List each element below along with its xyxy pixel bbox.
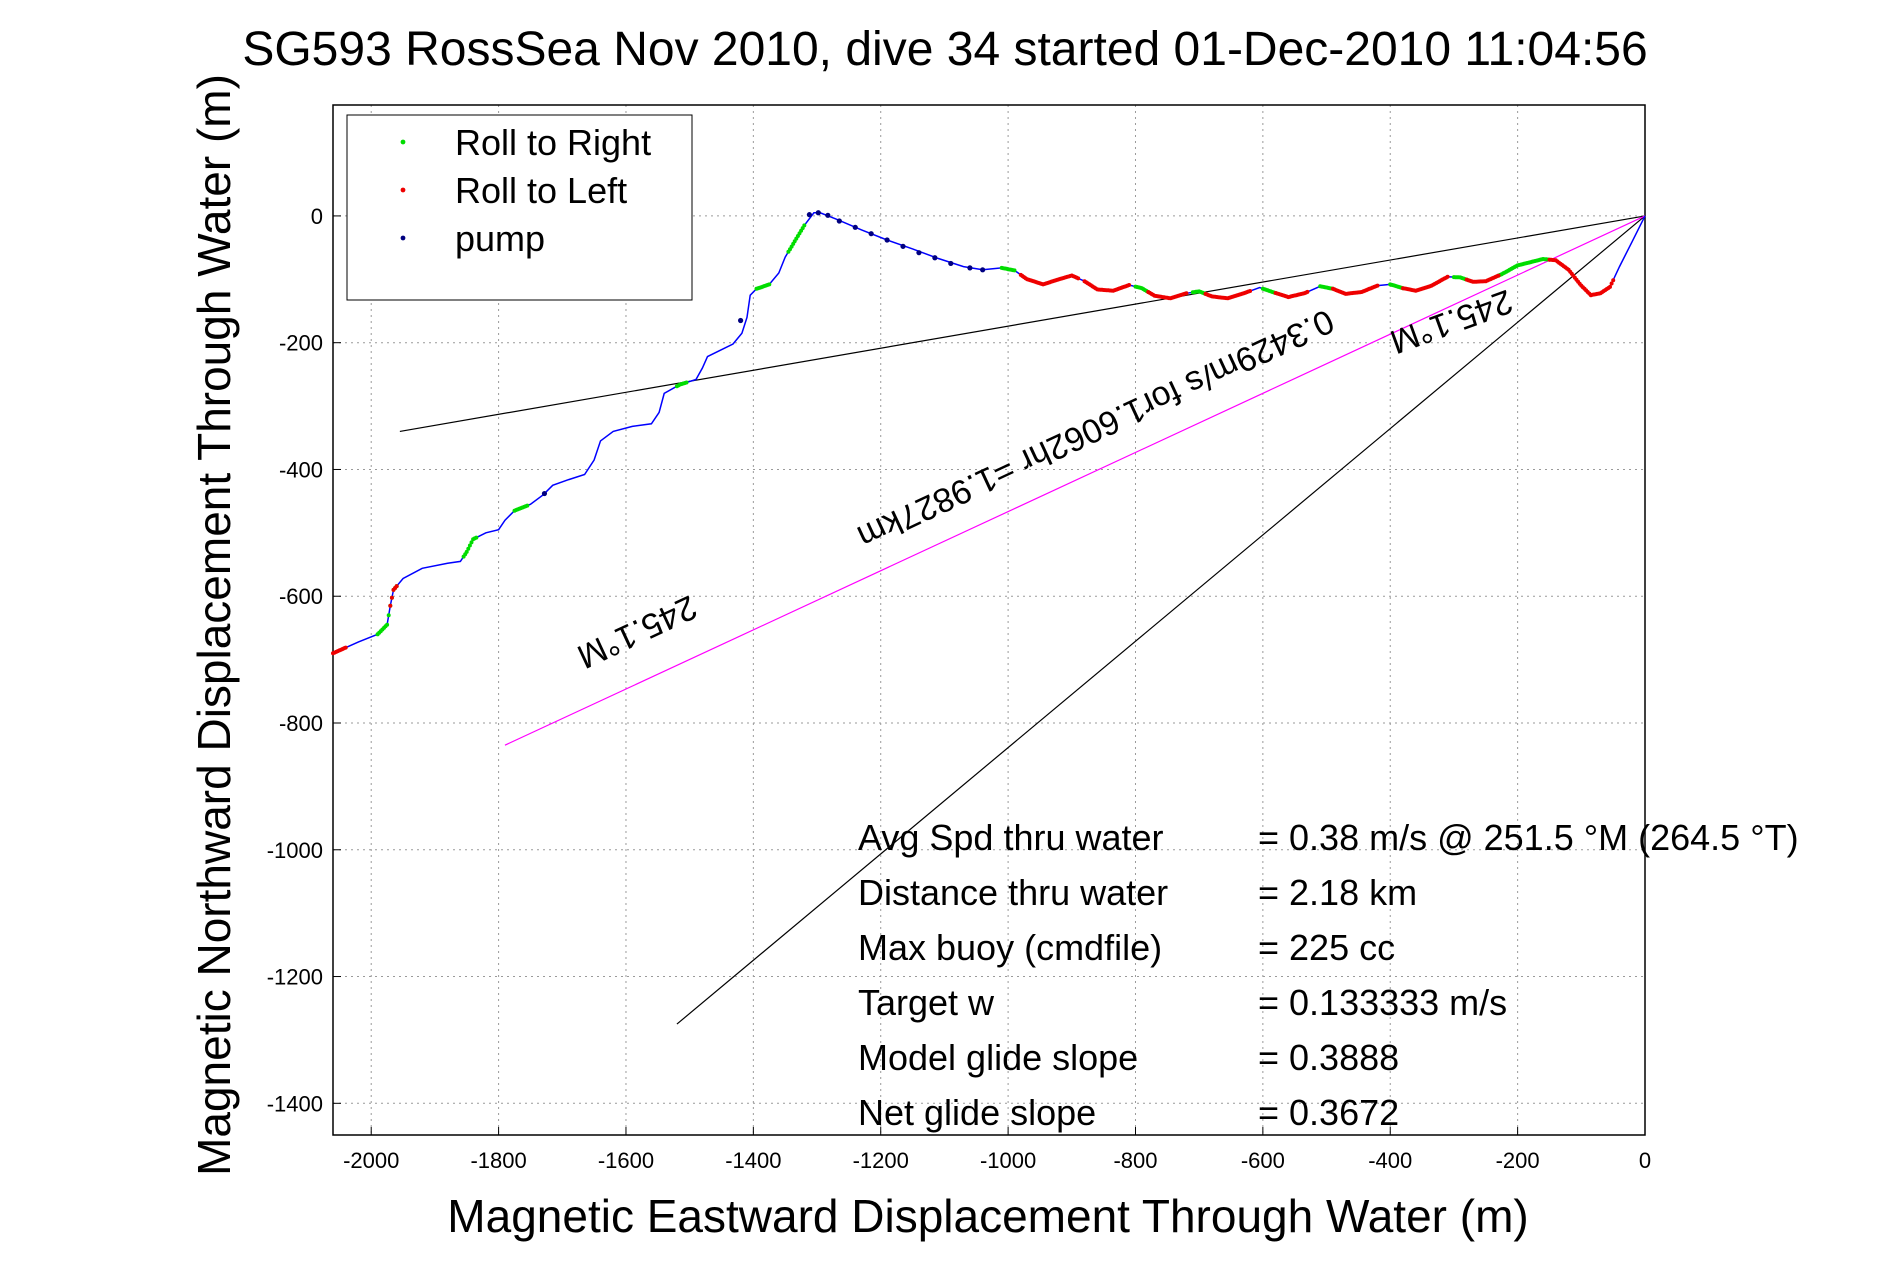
pump-marker (980, 267, 986, 273)
stat-value: = 225 cc (1258, 927, 1395, 968)
pump-marker (852, 224, 858, 230)
pump-marker (932, 255, 938, 261)
black-line-2 (676, 215, 1646, 1025)
legend: Roll to Right Roll to Left pump (346, 114, 693, 301)
x-tick-label: -600 (1241, 1148, 1285, 1173)
roll-right-marker (385, 622, 390, 627)
roll-left-marker (1305, 289, 1310, 294)
x-tick-labels: -2000 -1800 -1600 -1400 -1200 -1000 -800 -600 -4… (343, 1148, 1651, 1173)
pump-marker (967, 265, 973, 271)
stat-value: = 0.3888 (1258, 1037, 1399, 1078)
roll-left-marker (1076, 276, 1081, 281)
roll-left-marker (1445, 274, 1450, 279)
roll-right-marker (386, 613, 391, 618)
x-tick-label: -1400 (725, 1148, 781, 1173)
reference-lines (399, 215, 1646, 1025)
stat-label: Model glide slope (858, 1037, 1138, 1078)
pump-marker (738, 317, 744, 324)
y-tick-label: -1000 (267, 838, 323, 863)
roll-left-marker (1248, 289, 1253, 293)
pump-marker (868, 231, 874, 237)
pump-marker (825, 212, 831, 218)
stats-block: Avg Spd thru water = 0.38 m/s @ 251.5 °M … (858, 817, 1799, 1133)
roll-right-marker (802, 223, 807, 228)
x-tick-label: -400 (1368, 1148, 1412, 1173)
x-tick-label: -1800 (470, 1148, 526, 1173)
roll-left-marker (394, 584, 399, 589)
chart-title: SG593 RossSea Nov 2010, dive 34 started … (242, 23, 1647, 76)
roll-left-marker (1496, 273, 1501, 278)
roll-left-marker (1608, 284, 1612, 289)
black-line-1 (399, 215, 1646, 433)
stat-label: Target w (858, 982, 995, 1023)
x-tick-label: -1600 (598, 1148, 654, 1173)
roll-right-marker (525, 503, 530, 508)
line-annotation: 245.1°M (1385, 282, 1517, 361)
x-tick-label: -800 (1113, 1148, 1157, 1173)
stat-value: = 0.133333 m/s (1258, 982, 1507, 1023)
x-tick-label: -1000 (980, 1148, 1036, 1173)
roll-left-marker (1184, 291, 1189, 296)
y-tick-label: -600 (279, 584, 323, 609)
roll-right-marker (464, 549, 469, 554)
pump-marker (884, 237, 890, 243)
roll-left-marker (1609, 281, 1614, 286)
y-tick-label: -1200 (267, 965, 323, 990)
line-annotation: 0.3429m/s for1.6062hr =1.9827km (852, 301, 1340, 556)
roll-right-marker (767, 282, 772, 287)
stat-value: = 2.18 km (1258, 872, 1417, 913)
legend-box (346, 114, 693, 301)
stat-label: Avg Spd thru water (858, 817, 1164, 858)
x-tick-label: -1200 (853, 1148, 909, 1173)
pump-marker (815, 210, 821, 216)
grid (333, 105, 1646, 1135)
stat-value: = 0.38 m/s @ 251.5 °M (264.5 °T) (1258, 817, 1799, 858)
y-tick-label: 0 (311, 204, 323, 229)
legend-label: pump (455, 218, 545, 259)
stat-label: Net glide slope (858, 1092, 1096, 1133)
roll-left-marker (343, 645, 348, 650)
roll-left-marker (1375, 283, 1380, 288)
y-tick-labels: 0 -200 -400 -600 -800 -1000 -1200 -1400 (267, 204, 323, 1116)
pump-marker (836, 218, 842, 224)
legend-marker (400, 187, 406, 193)
x-tick-label: -200 (1496, 1148, 1540, 1173)
y-axis-label: Magnetic Northward Displacement Through … (188, 74, 240, 1176)
pump-marker (948, 260, 954, 267)
y-tick-label: -200 (279, 331, 323, 356)
roll-right-marker (467, 543, 472, 548)
plot-frame (332, 104, 1646, 1136)
roll-right-marker (1012, 268, 1017, 273)
roll-right-marker (469, 540, 474, 545)
pump-marker (916, 250, 922, 256)
pump-marker (541, 490, 548, 497)
stat-value: = 0.3672 (1258, 1092, 1399, 1133)
pump-marker (806, 212, 812, 218)
y-tick-label: -400 (279, 457, 323, 482)
x-axis-label: Magnetic Eastward Displacement Through W… (447, 1190, 1528, 1242)
stat-label: Max buoy (cmdfile) (858, 927, 1162, 968)
x-tick-label: -2000 (343, 1148, 399, 1173)
roll-left-marker (389, 595, 394, 600)
markers (331, 210, 1616, 656)
roll-right-marker (474, 535, 479, 540)
legend-label: Roll to Left (455, 170, 627, 211)
legend-marker (400, 139, 406, 145)
x-tick-label: 0 (1639, 1148, 1651, 1173)
roll-left-marker (388, 603, 393, 608)
roll-left-marker (1611, 278, 1616, 283)
stat-label: Distance thru water (858, 872, 1168, 913)
y-tick-label: -800 (279, 711, 323, 736)
roll-right-marker (466, 546, 471, 551)
legend-label: Roll to Right (455, 122, 651, 163)
pump-marker (900, 243, 906, 249)
roll-right-marker (684, 380, 689, 385)
magenta-line (504, 215, 1646, 746)
y-tick-label: -1400 (267, 1091, 323, 1116)
roll-left-marker (1127, 283, 1132, 287)
legend-marker (400, 235, 406, 241)
